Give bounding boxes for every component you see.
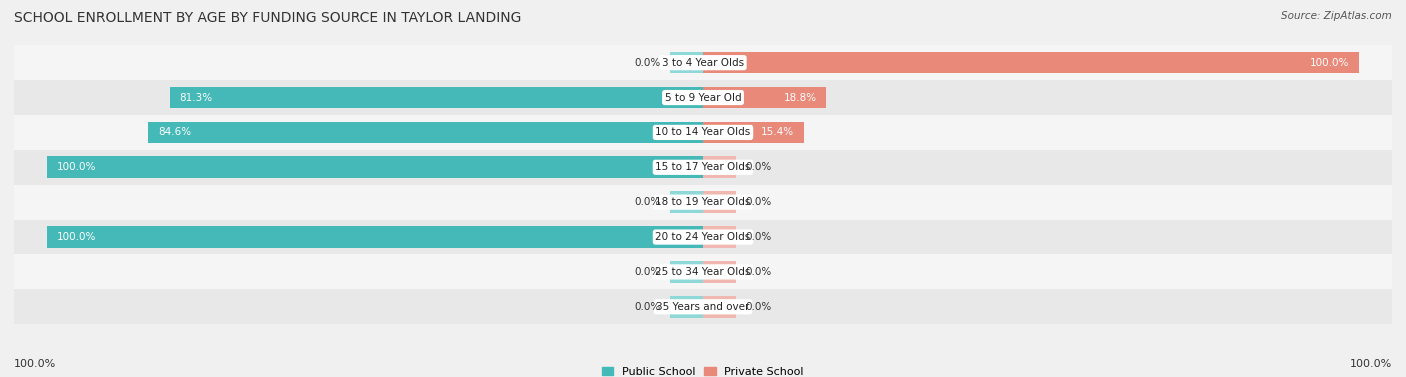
Text: 0.0%: 0.0% (745, 267, 772, 277)
Bar (703, 296, 735, 317)
Text: 100.0%: 100.0% (1350, 359, 1392, 369)
Text: 18 to 19 Year Olds: 18 to 19 Year Olds (655, 197, 751, 207)
Bar (14, 115, 1392, 150)
Text: 81.3%: 81.3% (180, 92, 212, 103)
Text: 25 to 34 Year Olds: 25 to 34 Year Olds (655, 267, 751, 277)
Bar (703, 192, 735, 213)
Text: 84.6%: 84.6% (157, 127, 191, 138)
Bar (14, 45, 1392, 80)
Text: 0.0%: 0.0% (745, 302, 772, 312)
Text: 10 to 14 Year Olds: 10 to 14 Year Olds (655, 127, 751, 138)
Bar (703, 52, 1360, 74)
Bar (703, 87, 827, 108)
Text: 100.0%: 100.0% (56, 232, 96, 242)
Legend: Public School, Private School: Public School, Private School (599, 363, 807, 377)
Bar (14, 219, 1392, 254)
Text: 100.0%: 100.0% (14, 359, 56, 369)
Bar (671, 261, 703, 283)
Bar (703, 261, 735, 283)
Text: 15 to 17 Year Olds: 15 to 17 Year Olds (655, 162, 751, 172)
Text: 0.0%: 0.0% (745, 197, 772, 207)
Bar (46, 156, 703, 178)
Bar (14, 254, 1392, 290)
Bar (671, 192, 703, 213)
Text: 0.0%: 0.0% (745, 162, 772, 172)
Text: 18.8%: 18.8% (783, 92, 817, 103)
Bar (14, 289, 1392, 324)
Bar (46, 226, 703, 248)
Text: 0.0%: 0.0% (634, 267, 661, 277)
Bar (671, 296, 703, 317)
Text: 100.0%: 100.0% (56, 162, 96, 172)
Text: 20 to 24 Year Olds: 20 to 24 Year Olds (655, 232, 751, 242)
Text: 35 Years and over: 35 Years and over (657, 302, 749, 312)
Text: 15.4%: 15.4% (761, 127, 794, 138)
Text: SCHOOL ENROLLMENT BY AGE BY FUNDING SOURCE IN TAYLOR LANDING: SCHOOL ENROLLMENT BY AGE BY FUNDING SOUR… (14, 11, 522, 25)
Text: 3 to 4 Year Olds: 3 to 4 Year Olds (662, 58, 744, 68)
Bar (14, 150, 1392, 185)
Text: Source: ZipAtlas.com: Source: ZipAtlas.com (1281, 11, 1392, 21)
Text: 0.0%: 0.0% (745, 232, 772, 242)
Text: 100.0%: 100.0% (1310, 58, 1350, 68)
Bar (703, 122, 804, 143)
Bar (14, 80, 1392, 115)
Text: 5 to 9 Year Old: 5 to 9 Year Old (665, 92, 741, 103)
Bar (671, 52, 703, 74)
Text: 0.0%: 0.0% (634, 302, 661, 312)
Bar (703, 226, 735, 248)
Bar (148, 122, 703, 143)
Text: 0.0%: 0.0% (634, 197, 661, 207)
Bar (170, 87, 703, 108)
Bar (14, 185, 1392, 219)
Text: 0.0%: 0.0% (634, 58, 661, 68)
Bar (703, 156, 735, 178)
